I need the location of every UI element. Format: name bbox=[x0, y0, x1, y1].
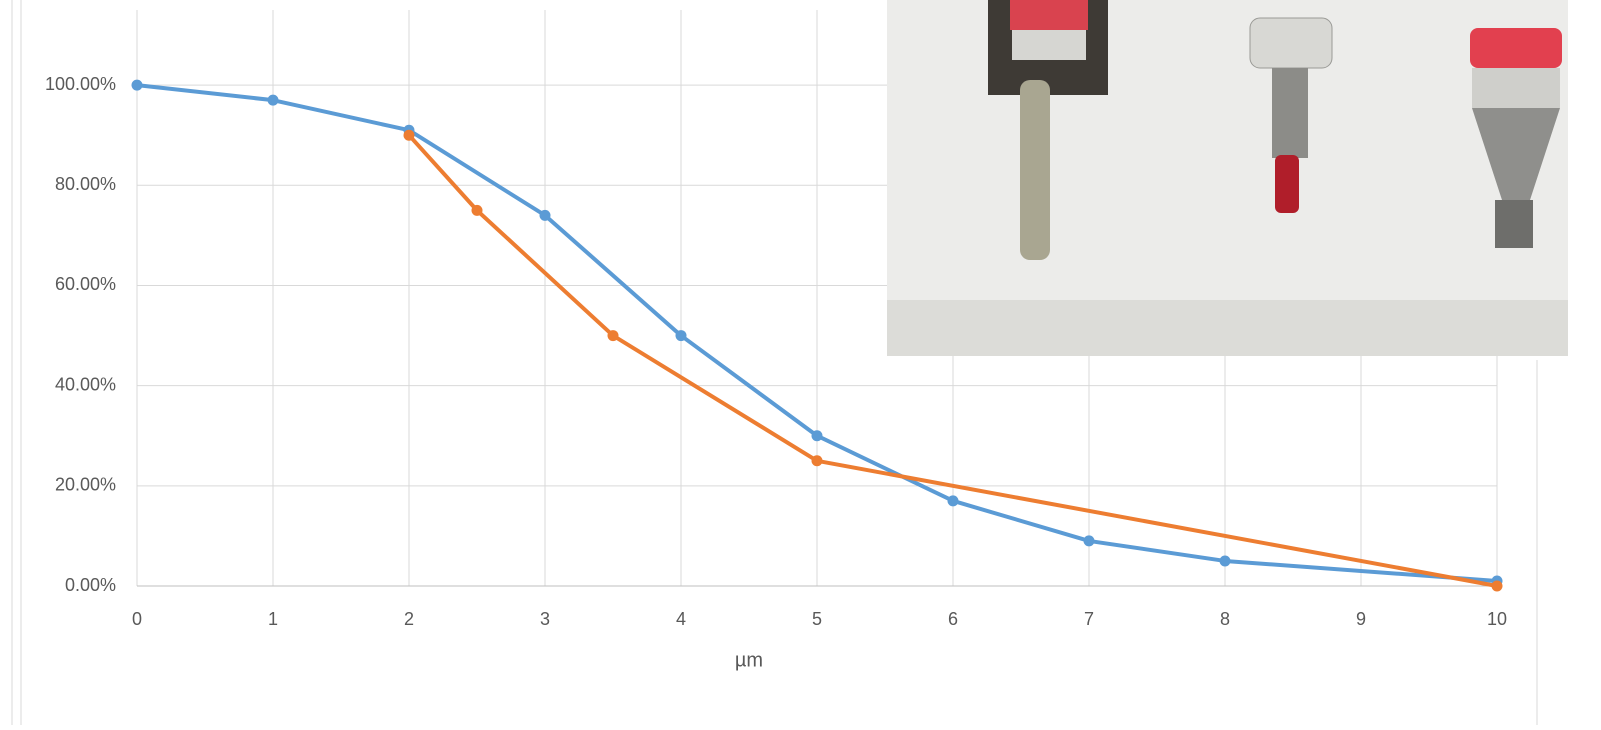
data-point bbox=[812, 430, 823, 441]
data-point bbox=[472, 205, 483, 216]
x-tick-label: 4 bbox=[676, 609, 686, 629]
x-tick-label: 3 bbox=[540, 609, 550, 629]
y-tick-label: 80.00% bbox=[55, 174, 116, 194]
data-point bbox=[268, 95, 279, 106]
x-tick-label: 9 bbox=[1356, 609, 1366, 629]
y-tick-label: 100.00% bbox=[45, 74, 116, 94]
x-tick-label: 8 bbox=[1220, 609, 1230, 629]
x-axis-title: µm bbox=[735, 649, 763, 671]
data-point bbox=[1492, 581, 1503, 592]
data-point bbox=[132, 80, 143, 91]
y-tick-label: 40.00% bbox=[55, 374, 116, 394]
x-tick-label: 7 bbox=[1084, 609, 1094, 629]
x-tick-label: 1 bbox=[268, 609, 278, 629]
x-tick-label: 0 bbox=[132, 609, 142, 629]
y-tick-label: 0.00% bbox=[65, 575, 116, 595]
data-point bbox=[540, 210, 551, 221]
x-tick-label: 2 bbox=[404, 609, 414, 629]
data-point bbox=[676, 330, 687, 341]
y-tick-label: 60.00% bbox=[55, 274, 116, 294]
x-tick-label: 6 bbox=[948, 609, 958, 629]
data-point bbox=[404, 130, 415, 141]
x-tick-label: 10 bbox=[1487, 609, 1507, 629]
data-point bbox=[812, 455, 823, 466]
x-tick-label: 5 bbox=[812, 609, 822, 629]
data-point bbox=[608, 330, 619, 341]
data-point bbox=[948, 495, 959, 506]
photo bbox=[887, 0, 1568, 356]
chart: µm 0123456789100.00%20.00%40.00%60.00%80… bbox=[0, 0, 1601, 725]
data-point bbox=[1084, 535, 1095, 546]
y-tick-label: 20.00% bbox=[55, 475, 116, 495]
data-point bbox=[1220, 555, 1231, 566]
